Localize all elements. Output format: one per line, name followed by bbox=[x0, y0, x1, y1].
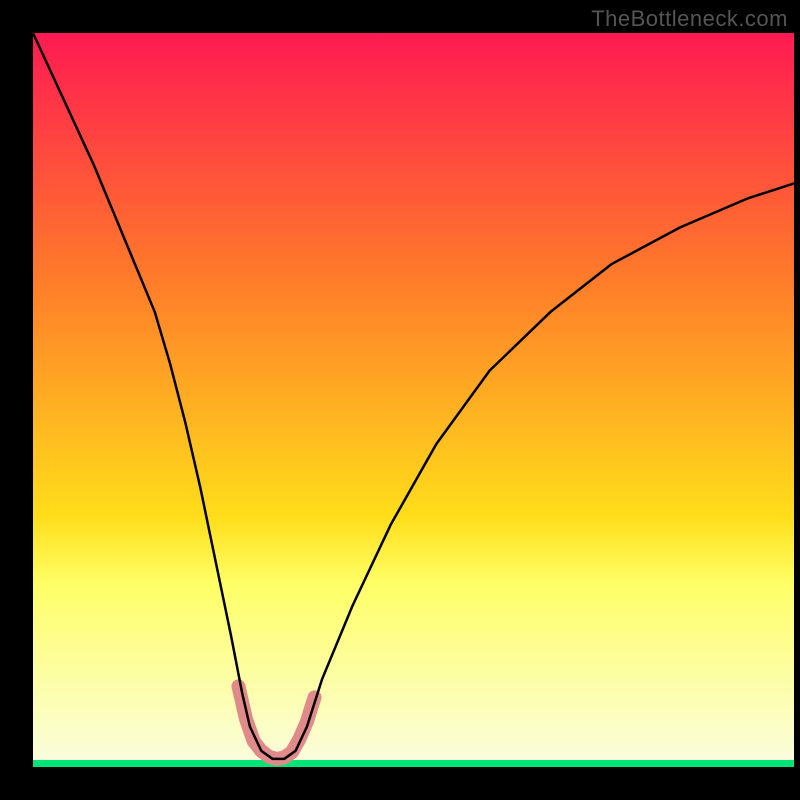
bottleneck-curve bbox=[33, 33, 794, 767]
chart-frame: TheBottleneck.com bbox=[0, 0, 800, 800]
plot-area bbox=[33, 33, 794, 767]
watermark: TheBottleneck.com bbox=[591, 6, 788, 32]
main-curve bbox=[33, 33, 794, 759]
